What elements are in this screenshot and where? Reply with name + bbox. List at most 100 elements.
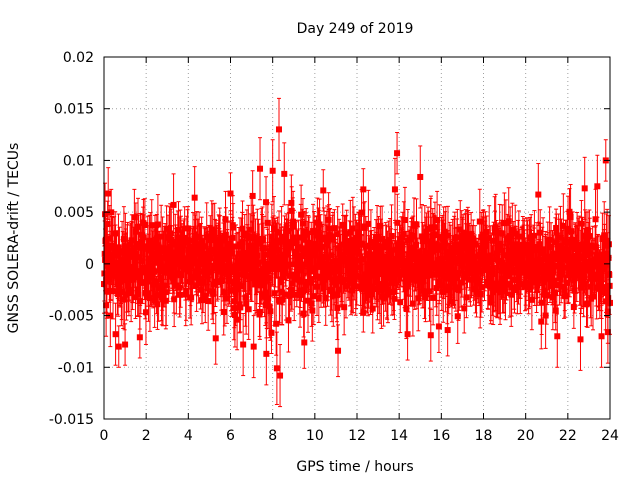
data-point	[107, 270, 114, 277]
data-point	[391, 295, 398, 302]
data-point	[287, 286, 294, 293]
data-point	[368, 256, 375, 263]
data-point	[454, 313, 461, 320]
data-point	[118, 288, 125, 295]
data-point	[309, 307, 316, 314]
data-point	[208, 226, 215, 233]
data-point	[358, 256, 365, 263]
data-point	[537, 261, 544, 268]
data-point	[235, 250, 242, 257]
data-point	[151, 268, 158, 275]
data-point	[369, 272, 376, 279]
data-point	[326, 225, 333, 232]
data-point	[256, 308, 263, 315]
data-point	[413, 221, 420, 228]
data-point	[377, 222, 384, 229]
data-point	[369, 305, 376, 312]
data-point	[399, 234, 406, 241]
data-point	[444, 232, 451, 239]
data-point	[176, 291, 183, 298]
data-point	[515, 233, 522, 240]
data-point	[310, 228, 317, 235]
data-point	[157, 268, 164, 275]
data-point	[438, 282, 445, 289]
data-point	[235, 286, 242, 293]
data-point	[478, 284, 485, 291]
data-point	[248, 226, 255, 233]
data-point	[151, 297, 158, 304]
data-point	[506, 281, 513, 288]
data-point	[154, 221, 161, 228]
data-point	[192, 239, 199, 246]
data-point	[401, 216, 408, 223]
data-point	[367, 238, 374, 245]
data-point	[495, 281, 502, 288]
data-point	[199, 297, 206, 304]
data-point	[297, 278, 304, 285]
data-point	[301, 287, 308, 294]
data-point	[487, 253, 494, 260]
data-point	[152, 279, 159, 286]
data-point	[116, 279, 123, 286]
data-point	[315, 295, 322, 302]
data-point	[521, 250, 528, 257]
data-point	[365, 279, 372, 286]
data-point	[134, 286, 141, 293]
data-point	[273, 320, 280, 327]
data-point	[149, 254, 156, 261]
data-point	[549, 282, 556, 289]
data-point	[358, 240, 365, 247]
data-point	[302, 282, 309, 289]
data-point	[242, 294, 249, 301]
data-point	[245, 306, 252, 313]
data-point	[153, 292, 160, 299]
data-point	[362, 243, 369, 250]
data-point	[244, 250, 251, 257]
data-point	[183, 287, 190, 294]
data-point	[342, 245, 349, 252]
data-point	[400, 230, 407, 237]
data-point	[214, 267, 221, 274]
data-point	[188, 278, 195, 285]
data-point	[324, 236, 331, 243]
data-point	[299, 220, 306, 227]
data-point	[285, 317, 292, 324]
data-point	[245, 234, 252, 241]
data-point	[476, 218, 483, 225]
data-point	[461, 305, 468, 312]
data-point	[276, 229, 283, 236]
data-point	[400, 264, 407, 271]
data-point	[460, 257, 467, 264]
data-point	[275, 263, 282, 270]
data-point	[496, 258, 503, 265]
data-point	[252, 281, 259, 288]
data-point	[232, 289, 239, 296]
data-point	[317, 243, 324, 250]
data-point	[329, 233, 336, 240]
data-point	[499, 230, 506, 237]
data-point	[141, 221, 148, 228]
data-point	[360, 309, 367, 316]
data-point	[374, 234, 381, 241]
data-point	[140, 234, 147, 241]
data-point	[430, 294, 437, 301]
data-point	[287, 244, 294, 251]
data-point	[290, 234, 297, 241]
data-point	[378, 244, 385, 251]
data-point	[153, 241, 160, 248]
data-point	[307, 279, 314, 286]
data-point	[463, 243, 470, 250]
data-point	[186, 254, 193, 261]
data-point	[233, 279, 240, 286]
data-point	[367, 260, 374, 267]
data-point	[266, 303, 273, 310]
data-point	[419, 278, 426, 285]
data-point	[436, 279, 443, 286]
data-point	[452, 257, 459, 264]
data-point	[163, 225, 170, 232]
data-point	[189, 273, 196, 280]
data-point	[231, 311, 238, 318]
data-point	[505, 218, 512, 225]
data-point	[533, 247, 540, 254]
